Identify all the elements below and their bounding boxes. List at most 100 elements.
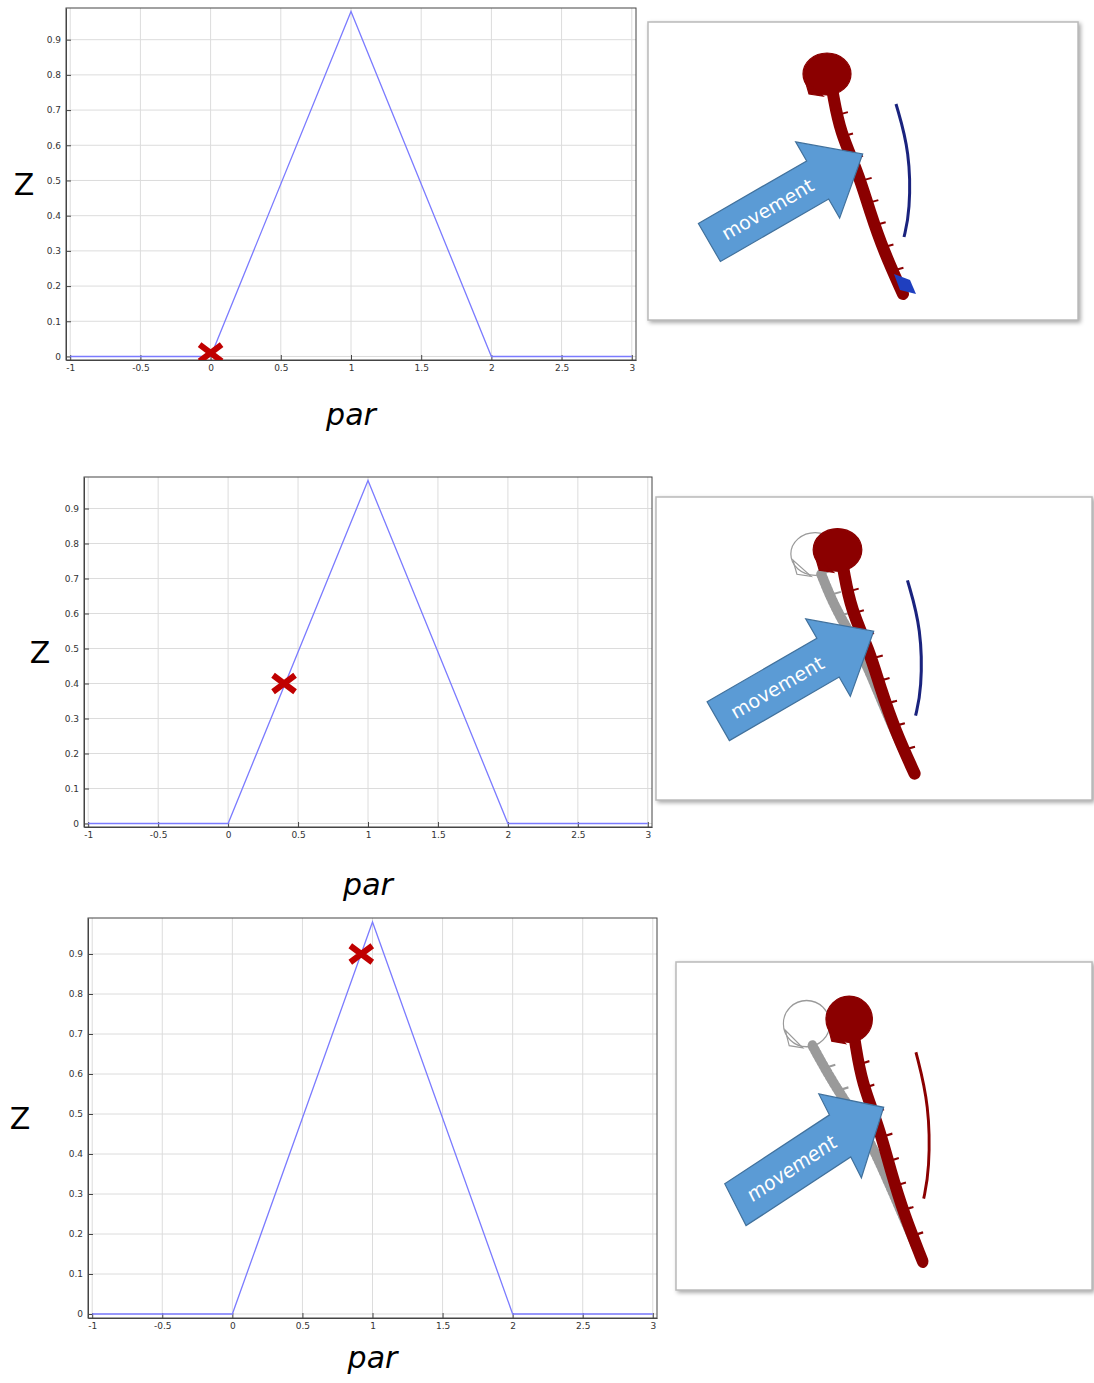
movement-arrow: movement bbox=[714, 1065, 905, 1246]
jaw bbox=[828, 1026, 845, 1044]
marker bbox=[350, 946, 372, 963]
vertebra bbox=[888, 1158, 899, 1161]
tick: 0.9 bbox=[47, 35, 71, 45]
tick: 0.9 bbox=[69, 949, 93, 959]
tick-mark bbox=[438, 822, 439, 827]
plot-frame bbox=[88, 918, 657, 1318]
tick-label: 0.5 bbox=[65, 644, 79, 654]
tick-label: 0.6 bbox=[65, 609, 80, 619]
tick: 2 bbox=[489, 355, 495, 373]
line bbox=[88, 481, 648, 824]
tick-mark bbox=[88, 994, 93, 995]
tick: 0.6 bbox=[65, 609, 89, 619]
grid-line-y bbox=[88, 1234, 657, 1235]
brace bbox=[907, 580, 921, 715]
vertebra bbox=[904, 747, 915, 750]
tick-label: 0.5 bbox=[69, 1109, 83, 1119]
grid-line-y bbox=[88, 1274, 657, 1275]
tick-mark bbox=[88, 1194, 93, 1195]
x-axis-title: par bbox=[325, 397, 377, 432]
grid-line-y bbox=[88, 1154, 657, 1155]
tick-label: 2 bbox=[489, 363, 495, 373]
grid-line-x bbox=[507, 477, 508, 827]
grid-line-x bbox=[577, 477, 578, 827]
vertebra bbox=[878, 678, 889, 681]
vertebra bbox=[864, 1085, 875, 1088]
grid-line-x bbox=[162, 918, 163, 1318]
tick-label: -0.5 bbox=[150, 830, 168, 840]
tick-label: 0 bbox=[77, 1309, 83, 1319]
tick-label: 3 bbox=[645, 830, 651, 840]
grid-line-x bbox=[561, 8, 562, 360]
tick-label: -0.5 bbox=[154, 1321, 172, 1331]
grid-line-y bbox=[84, 753, 652, 754]
tick: 0.6 bbox=[47, 141, 71, 151]
tick: 0.4 bbox=[65, 679, 89, 689]
x-axis: -1-0.500.511.522.53 bbox=[88, 1313, 657, 1331]
tick-mark bbox=[88, 1234, 93, 1235]
tick: 0.3 bbox=[69, 1189, 93, 1199]
chart: -1-0.500.511.522.5300.10.20.30.40.50.60.… bbox=[10, 918, 1092, 1375]
tick-label: 0.8 bbox=[65, 539, 80, 549]
tick-mark bbox=[84, 509, 89, 510]
illustration-frame bbox=[648, 22, 1078, 320]
grid-line-y bbox=[66, 74, 636, 75]
tick-mark bbox=[443, 1313, 444, 1318]
grid-line-x bbox=[491, 8, 492, 360]
grid-line-y bbox=[84, 508, 652, 509]
tick-label: 0.8 bbox=[47, 70, 62, 80]
tick-label: 0 bbox=[208, 363, 214, 373]
tick: 0 bbox=[226, 822, 232, 840]
marker bbox=[200, 345, 222, 360]
marks bbox=[88, 481, 648, 824]
tick: 0.8 bbox=[65, 539, 89, 549]
plot-frame bbox=[84, 477, 652, 827]
grid-line-x bbox=[232, 918, 233, 1318]
y-axis-title: Z bbox=[14, 167, 35, 202]
tick-label: 0.5 bbox=[296, 1321, 310, 1331]
tick: 0.1 bbox=[47, 317, 71, 327]
marks bbox=[92, 922, 653, 1314]
y-axis: 00.10.20.30.40.50.60.70.80.9 bbox=[65, 478, 89, 829]
tick-label: 0.4 bbox=[65, 679, 80, 689]
vertebra bbox=[894, 723, 905, 726]
tick-mark bbox=[158, 822, 159, 827]
tick-mark bbox=[281, 355, 282, 360]
tick-label: 0 bbox=[226, 830, 232, 840]
tick-mark bbox=[88, 1274, 93, 1275]
tick-label: -1 bbox=[88, 1321, 97, 1331]
vertebra bbox=[861, 178, 872, 181]
tick: 3 bbox=[650, 1313, 656, 1331]
tick-label: 2.5 bbox=[571, 830, 585, 840]
x-axis-title: par bbox=[347, 1340, 399, 1375]
tick: 0.7 bbox=[65, 574, 89, 584]
tick: 1 bbox=[349, 355, 355, 373]
tick: 0.3 bbox=[65, 714, 89, 724]
vertebra bbox=[867, 200, 878, 203]
tick-mark bbox=[653, 1313, 654, 1318]
tick-label: 0.7 bbox=[47, 105, 61, 115]
vertebra bbox=[842, 133, 853, 136]
y-axis: 00.10.20.30.40.50.60.70.80.9 bbox=[69, 919, 93, 1320]
vertebra bbox=[837, 112, 848, 115]
grid-line-y bbox=[88, 1114, 657, 1115]
tick-label: 0.9 bbox=[65, 504, 80, 514]
tick-label: 0.1 bbox=[65, 784, 79, 794]
grid-line-y bbox=[88, 954, 657, 955]
tick-mark bbox=[632, 355, 633, 360]
tick-label: 0.3 bbox=[65, 714, 79, 724]
tick-label: 1 bbox=[366, 830, 372, 840]
tick-label: 0.4 bbox=[69, 1149, 84, 1159]
illustration: movement bbox=[656, 497, 1092, 800]
tick: -1 bbox=[66, 355, 75, 373]
grid-line-x bbox=[647, 477, 648, 827]
plot-frame bbox=[66, 8, 636, 360]
tick: 2.5 bbox=[555, 355, 569, 373]
tick-label: 2.5 bbox=[576, 1321, 590, 1331]
tick-mark bbox=[66, 40, 71, 41]
grid-line-x bbox=[368, 477, 369, 827]
illustration: movement bbox=[676, 962, 1092, 1290]
tick: 0.4 bbox=[47, 211, 71, 221]
tick-mark bbox=[578, 822, 579, 827]
tick-mark bbox=[88, 1154, 93, 1155]
